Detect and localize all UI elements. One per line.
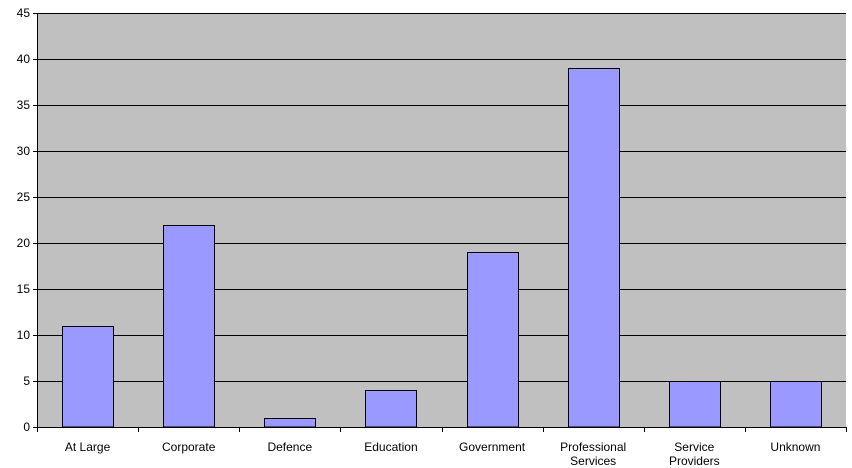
bars [62,68,822,428]
y-tick-label: 15 [17,282,31,296]
bar [669,381,721,428]
x-tick-label: Government [459,440,526,454]
y-tick-label: 10 [17,328,31,342]
axes [33,13,847,432]
y-tick-label: 30 [17,144,31,158]
y-tick-label: 40 [17,52,31,66]
y-tick-label: 5 [23,374,30,388]
y-tick-label: 20 [17,236,31,250]
x-tick-label: Professional Services [560,440,626,468]
bar [163,225,215,428]
y-tick-label: 35 [17,98,31,112]
x-tick-label: Service Providers [669,440,720,468]
bar [264,418,316,428]
x-tick-label: At Large [65,440,111,454]
x-tick-label: Education [364,440,417,454]
y-tick-label: 25 [17,190,31,204]
x-tick-label: Corporate [162,440,216,454]
bar [62,326,114,428]
bar [467,252,519,428]
plot-area [37,13,846,427]
bar [568,68,620,428]
x-tick-label: Defence [267,440,312,454]
bar [770,381,822,428]
y-tick-label: 0 [23,420,30,434]
x-tick-label: Unknown [770,440,820,454]
bar [365,390,417,428]
x-tick-labels: At Large Corporate Defence Education Governm… [65,440,821,468]
y-tick-label: 45 [17,6,31,20]
y-tick-labels: 0 5 10 15 20 25 30 35 40 45 [17,6,31,434]
